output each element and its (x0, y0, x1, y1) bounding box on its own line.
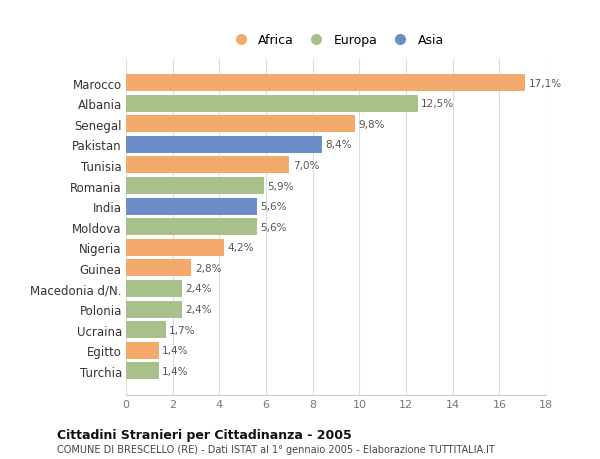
Text: 2,8%: 2,8% (195, 263, 221, 273)
Bar (126, 198, 257, 215)
Bar (126, 260, 191, 277)
Text: 5,6%: 5,6% (260, 202, 287, 212)
Text: 8,4%: 8,4% (325, 140, 352, 150)
Text: COMUNE DI BRESCELLO (RE) - Dati ISTAT al 1° gennaio 2005 - Elaborazione TUTTITAL: COMUNE DI BRESCELLO (RE) - Dati ISTAT al… (57, 444, 495, 454)
Bar (126, 75, 525, 92)
Bar (126, 137, 322, 153)
Text: 2,4%: 2,4% (185, 304, 212, 314)
Text: 7,0%: 7,0% (293, 161, 319, 171)
Bar (126, 219, 257, 235)
Bar (126, 239, 224, 256)
Text: Cittadini Stranieri per Cittadinanza - 2005: Cittadini Stranieri per Cittadinanza - 2… (57, 428, 352, 441)
Bar (126, 322, 166, 338)
Bar (126, 342, 158, 359)
Text: 1,4%: 1,4% (162, 346, 188, 356)
Bar (126, 301, 182, 318)
Text: 5,6%: 5,6% (260, 222, 287, 232)
Text: 2,4%: 2,4% (185, 284, 212, 294)
Bar (126, 280, 182, 297)
Bar (126, 178, 263, 195)
Bar (126, 363, 158, 380)
Text: 9,8%: 9,8% (358, 119, 385, 129)
Bar (126, 157, 289, 174)
Bar (126, 95, 418, 112)
Text: 1,4%: 1,4% (162, 366, 188, 376)
Text: 1,7%: 1,7% (169, 325, 196, 335)
Legend: Africa, Europa, Asia: Africa, Europa, Asia (223, 29, 449, 52)
Text: 17,1%: 17,1% (529, 78, 562, 88)
Text: 12,5%: 12,5% (421, 99, 454, 109)
Bar (126, 116, 355, 133)
Text: 5,9%: 5,9% (267, 181, 293, 191)
Text: 4,2%: 4,2% (227, 243, 254, 253)
